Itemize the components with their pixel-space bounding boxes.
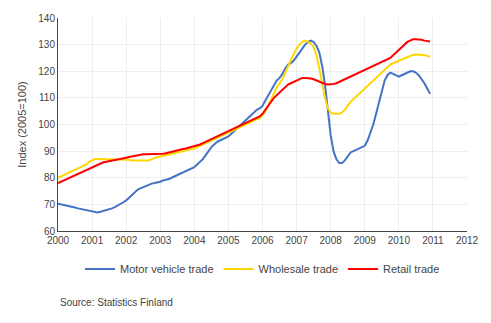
svg-text:140: 140 — [38, 13, 55, 24]
svg-text:Index (2005=100): Index (2005=100) — [16, 81, 28, 168]
svg-text:100: 100 — [38, 119, 55, 130]
svg-text:2002: 2002 — [115, 235, 138, 246]
svg-text:Wholesale trade: Wholesale trade — [259, 263, 339, 275]
svg-text:2010: 2010 — [388, 235, 411, 246]
svg-text:2009: 2009 — [354, 235, 377, 246]
svg-text:Motor vehicle trade: Motor vehicle trade — [120, 263, 214, 275]
svg-text:110: 110 — [39, 92, 55, 103]
svg-text:2011: 2011 — [422, 235, 444, 246]
svg-text:70: 70 — [44, 199, 56, 210]
svg-text:2001: 2001 — [81, 235, 104, 246]
svg-text:Retail trade: Retail trade — [383, 263, 439, 275]
svg-text:2000: 2000 — [47, 235, 70, 246]
svg-text:2008: 2008 — [320, 235, 343, 246]
svg-text:Source: Statistics Finland: Source: Statistics Finland — [60, 297, 173, 308]
svg-text:2003: 2003 — [149, 235, 172, 246]
svg-text:60: 60 — [44, 226, 56, 237]
svg-text:80: 80 — [44, 172, 56, 183]
svg-text:120: 120 — [38, 66, 55, 77]
svg-text:2006: 2006 — [251, 235, 274, 246]
svg-text:90: 90 — [44, 146, 56, 157]
svg-text:130: 130 — [38, 39, 55, 50]
svg-text:2007: 2007 — [285, 235, 308, 246]
svg-text:2005: 2005 — [217, 235, 240, 246]
svg-text:2012: 2012 — [456, 235, 479, 246]
svg-text:2004: 2004 — [183, 235, 206, 246]
